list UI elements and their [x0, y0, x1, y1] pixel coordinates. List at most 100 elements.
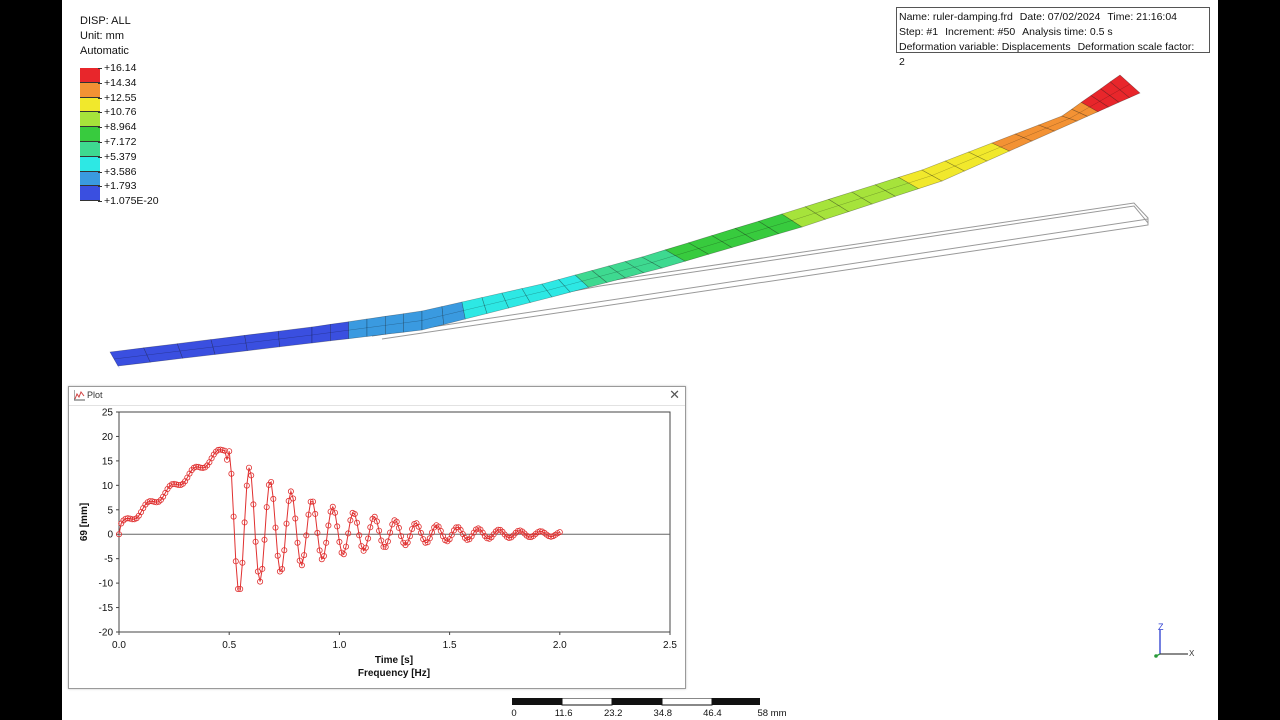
data-point — [257, 578, 264, 585]
data-point — [146, 498, 153, 505]
data-point — [217, 446, 224, 453]
scale-bar-label: 23.2 — [603, 708, 623, 719]
axis-triad: Z X — [1154, 622, 1195, 658]
info-deformation-variable: Deformation variable: Displacements — [899, 41, 1071, 53]
data-point — [525, 533, 532, 540]
data-point — [387, 529, 394, 536]
data-point — [422, 539, 429, 546]
data-point — [514, 528, 521, 535]
legend-swatch — [80, 186, 100, 202]
scale-bar-label: 58 mm — [757, 708, 787, 719]
data-point — [373, 518, 380, 525]
x-axis-label-2: Frequency [Hz] — [358, 668, 430, 679]
data-point — [245, 464, 252, 471]
data-point — [298, 562, 305, 569]
legend-label: +3.586 — [97, 165, 137, 178]
legend-swatch — [80, 112, 100, 128]
plot-chart: 25 20 15 10 5 0 -5 -10 -15 -20 0.0 0.5 1.0 1.5 2.0 2.5… — [79, 408, 677, 680]
legend-swatch — [80, 97, 100, 113]
data-point — [417, 529, 424, 536]
close-button[interactable]: ✕ — [669, 387, 680, 402]
data-point — [228, 470, 235, 477]
data-point — [287, 488, 294, 495]
plot-window[interactable]: Plot ✕ 25 20 15 10 5 0 -5 -10 -15 -20 0.0 0.5 1.0 1.… — [68, 386, 686, 689]
data-point — [221, 447, 228, 454]
scale-bar-label: 0 — [511, 708, 517, 719]
data-point — [426, 535, 433, 542]
data-point — [336, 538, 343, 545]
info-name: Name: ruler-damping.frd — [899, 11, 1013, 23]
data-point — [226, 448, 233, 455]
data-point — [367, 524, 374, 531]
legend-label: +10.76 — [97, 106, 137, 119]
data-point — [323, 539, 330, 546]
data-point — [294, 539, 301, 546]
data-point — [347, 517, 354, 524]
legend-swatch — [80, 68, 100, 83]
legend-swatch — [80, 82, 100, 98]
data-point — [290, 495, 297, 502]
plot-title: Plot — [87, 390, 103, 400]
data-point — [234, 585, 241, 592]
data-point — [314, 529, 321, 536]
info-step: Step: #1 — [899, 26, 939, 38]
legend-unit: Unit: mm — [80, 30, 124, 42]
x-tick-label: 0.0 — [112, 640, 126, 651]
legend-swatch — [80, 156, 100, 172]
data-point — [484, 535, 491, 542]
data-point — [303, 532, 310, 539]
legend-variable: DISP: ALL — [80, 15, 131, 27]
data-point — [122, 515, 129, 522]
x-tick-label: 1.5 — [443, 640, 457, 651]
data-point — [398, 533, 405, 540]
data-point — [395, 524, 402, 531]
data-point — [362, 544, 369, 551]
y-axis-label: 69 [mm] — [79, 503, 90, 541]
data-point — [404, 539, 411, 546]
data-point — [453, 524, 460, 531]
data-point — [197, 464, 204, 471]
y-tick-label: -5 — [104, 554, 113, 565]
data-point — [243, 482, 250, 489]
data-point — [241, 519, 248, 526]
data-point — [261, 536, 268, 543]
legend-label: +1.075E-20 — [98, 195, 159, 208]
data-point — [232, 558, 239, 565]
data-point — [309, 498, 316, 505]
data-point — [380, 543, 387, 550]
info-date: Date: 07/02/2024 — [1019, 11, 1101, 23]
y-tick-label: 0 — [107, 530, 113, 541]
3d-viewport[interactable]: DISP: ALL Unit: mm Automatic +16.14 +14.3… — [62, 0, 1218, 720]
data-point — [342, 543, 349, 550]
y-tick-label: 20 — [102, 432, 114, 443]
data-point — [193, 463, 200, 470]
scale-bar — [512, 698, 760, 706]
data-point — [237, 585, 244, 592]
plot-titlebar[interactable]: Plot ✕ — [69, 387, 685, 406]
data-point — [378, 537, 385, 544]
legend-label: +14.34 — [97, 76, 137, 89]
data-point — [415, 523, 422, 530]
data-point — [285, 497, 292, 504]
data-point — [327, 508, 334, 515]
data-point — [329, 503, 336, 510]
data-point — [406, 533, 413, 540]
x-tick-label: 2.5 — [663, 640, 677, 651]
legend-swatch — [80, 141, 100, 157]
data-point — [171, 480, 178, 487]
data-point — [345, 530, 352, 537]
y-tick-label: -20 — [99, 628, 114, 639]
triad-z-label: Z — [1158, 622, 1164, 632]
data-point — [334, 523, 341, 530]
data-point — [320, 552, 327, 559]
data-point — [283, 520, 290, 527]
series-line — [118, 449, 561, 590]
data-point — [254, 568, 261, 575]
legend-label: +12.55 — [97, 91, 137, 104]
data-point — [351, 511, 358, 518]
scale-bar-label: 34.8 — [653, 708, 673, 719]
data-point — [223, 456, 230, 463]
x-tick-label: 0.5 — [222, 640, 236, 651]
data-point — [428, 529, 435, 536]
data-point — [230, 513, 237, 520]
